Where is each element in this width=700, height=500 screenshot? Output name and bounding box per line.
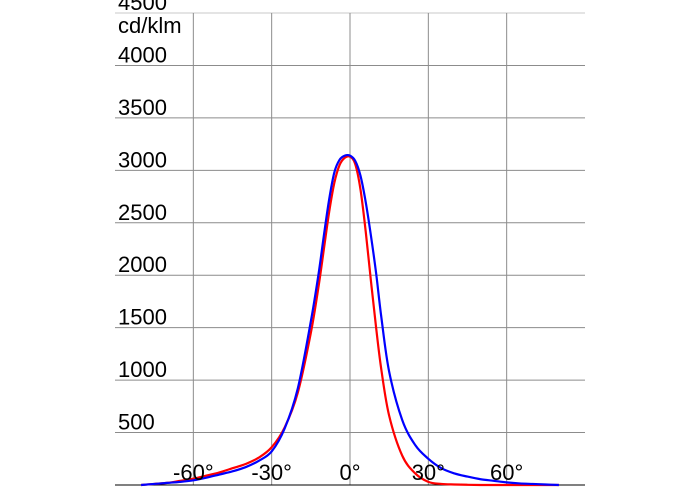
grid [115,12,585,486]
y-tick-label: 3500 [118,95,167,120]
y-tick-label: 2500 [118,200,167,225]
y-tick-label: 3000 [118,147,167,172]
y-axis-unit-label: cd/klm [118,13,182,38]
y-tick-label: 500 [118,410,155,435]
y-tick-label: 4500 [118,0,167,15]
x-tick-label: 30° [412,460,445,485]
x-tick-label: 0° [339,460,360,485]
x-tick-label: 60° [490,460,523,485]
series-line-blue [141,153,559,487]
axis-labels: 500 1000 1500 2000 2500 3000 3500 4000 4500 -60° -… [118,0,523,485]
series-lines [141,153,559,487]
y-tick-label: 4000 [118,42,167,67]
y-tick-label: 1500 [118,305,167,330]
y-tick-label: 1000 [118,357,167,382]
x-tick-label: -60° [173,460,214,485]
y-tick-label: 2000 [118,252,167,277]
x-tick-label: -30° [251,460,292,485]
